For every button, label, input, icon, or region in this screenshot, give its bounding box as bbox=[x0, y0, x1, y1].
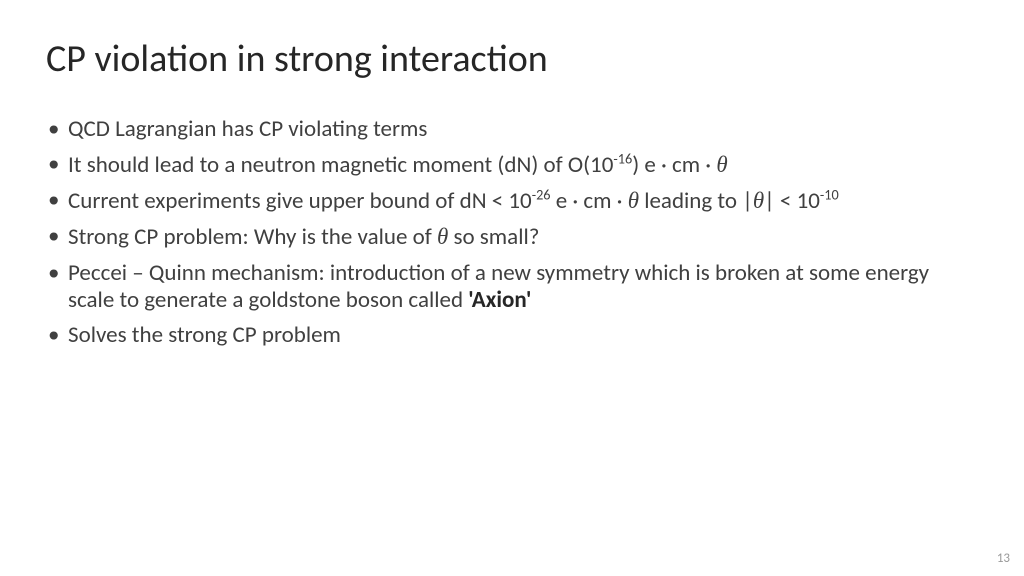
bullet-item: Solves the strong CP problem bbox=[46, 322, 978, 349]
slide: CP violation in strong interaction QCD L… bbox=[0, 0, 1024, 576]
bullet-item: QCD Lagrangian has CP violating terms bbox=[46, 116, 978, 143]
bullet-item: Strong CP problem: Why is the value of θ… bbox=[46, 223, 978, 251]
slide-title: CP violation in strong interaction bbox=[46, 36, 978, 82]
bullet-item: Current experiments give upper bound of … bbox=[46, 187, 978, 215]
page-number: 13 bbox=[997, 551, 1010, 566]
slide-body: QCD Lagrangian has CP violating terms It … bbox=[46, 116, 978, 349]
bullet-item: It should lead to a neutron magnetic mom… bbox=[46, 151, 978, 179]
bullet-item: Peccei – Quinn mechanism: introduction o… bbox=[46, 260, 978, 314]
bullet-list: QCD Lagrangian has CP violating terms It … bbox=[46, 116, 978, 349]
